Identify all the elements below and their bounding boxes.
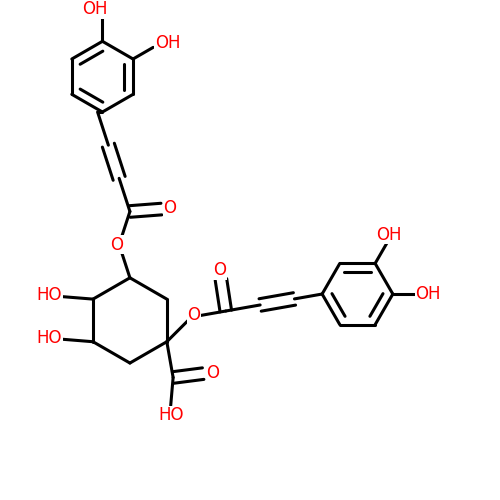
Text: O: O (110, 236, 123, 254)
Text: OH: OH (376, 226, 402, 244)
Text: OH: OH (155, 34, 180, 52)
Text: HO: HO (36, 286, 62, 304)
Text: O: O (188, 306, 200, 324)
Text: O: O (206, 364, 220, 382)
Text: OH: OH (82, 0, 108, 18)
Text: OH: OH (416, 285, 441, 303)
Text: HO: HO (36, 329, 62, 347)
Text: O: O (213, 261, 226, 279)
Text: HO: HO (158, 406, 184, 424)
Text: O: O (164, 199, 176, 217)
